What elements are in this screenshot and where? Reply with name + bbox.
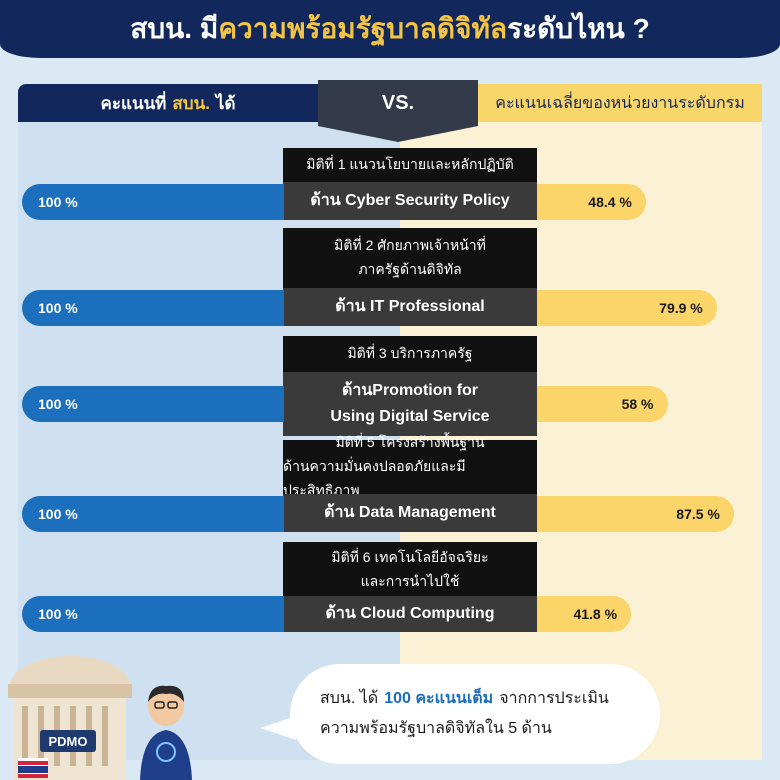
vs-badge: VS. — [318, 80, 478, 126]
pdmo-plate: PDMO — [40, 730, 96, 752]
dimension-label-line: มิติที่ 1 แนวนโยบายและหลักปฏิบัติ — [306, 156, 514, 173]
summary-prefix: สบน. ได้ — [320, 689, 379, 707]
pdmo-building-illustration — [0, 648, 150, 780]
title-suffix: ระดับไหน ? — [507, 13, 650, 44]
dimension-label: มิติที่ 5 โครงสร้างพื้นฐานด้านความมั่นคง… — [283, 434, 537, 498]
left-column-header: คะแนนที่ สบน. ได้ — [18, 84, 318, 122]
dimension-label: มิติที่ 3 บริการภาครัฐ — [283, 336, 537, 372]
summary-line-2: ความพร้อมรัฐบาลดิจิทัลใน 5 ด้าน — [320, 720, 552, 737]
right-column-header: คะแนนเฉลี่ยของหน่วยงานระดับกรม — [478, 84, 762, 122]
summary-highlight: 100 คะแนนเต็ม — [384, 689, 494, 707]
pdmo-score-bar: 100 % — [22, 290, 284, 326]
average-score-bar: 79.9 % — [537, 290, 717, 326]
average-score-bar: 41.8 % — [537, 596, 632, 632]
category-label: ด้านPromotion for Using Digital Service — [283, 372, 537, 436]
average-score-bar: 87.5 % — [537, 496, 734, 532]
page-title: สบน. มี ความพร้อมรัฐบาลดิจิทัล ระดับไหน … — [0, 0, 780, 58]
category-label: ด้าน Data Management — [283, 494, 537, 532]
dimension-label: มิติที่ 2 ศักยภาพเจ้าหน้าที่ภาครัฐด้านดิ… — [283, 228, 537, 288]
left-header-highlight: สบน. — [172, 93, 210, 113]
summary-speech-bubble: สบน. ได้ 100 คะแนนเต็ม จากการประเมิน ความพ… — [290, 664, 660, 764]
left-header-prefix: คะแนนที่ — [100, 93, 167, 113]
dimension-label-line: ภาครัฐด้านดิจิทัล — [358, 261, 462, 277]
average-score-bar: 58 % — [537, 386, 668, 422]
dimension-label-line: มิติที่ 3 บริการภาครัฐ — [347, 345, 473, 362]
summary-line-1: สบน. ได้ 100 คะแนนเต็ม จากการประเมิน — [320, 684, 660, 714]
dimension-label-line: มิติที่ 5 โครงสร้างพื้นฐาน — [335, 434, 485, 451]
summary-suffix: จากการประเมิน — [499, 689, 609, 707]
category-label: ด้าน Cyber Security Policy — [283, 182, 537, 220]
dimension-label-line: ด้านความมั่นคงปลอดภัยและมีประสิทธิภาพ — [283, 458, 466, 498]
average-score-bar: 48.4 % — [537, 184, 646, 220]
title-highlight: ความพร้อมรัฐบาลดิจิทัล — [218, 13, 508, 44]
title-prefix: สบน. มี — [130, 13, 219, 44]
pdmo-score-bar: 100 % — [22, 184, 284, 220]
vs-arrow — [318, 126, 478, 142]
mascot-person-illustration — [132, 680, 200, 780]
dimension-label-line: และการนำไปใช้ — [360, 573, 460, 589]
dimension-label: มิติที่ 1 แนวนโยบายและหลักปฏิบัติ — [283, 148, 537, 182]
dimension-label-line: มิติที่ 2 ศักยภาพเจ้าหน้าที่ — [334, 237, 486, 254]
pdmo-score-bar: 100 % — [22, 496, 284, 532]
category-label: ด้าน IT Professional — [283, 288, 537, 326]
dimension-label-line: มิติที่ 6 เทคโนโลยีอัจฉริยะ — [331, 549, 489, 566]
dimension-label: มิติที่ 6 เทคโนโลยีอัจฉริยะและการนำไปใช้ — [283, 542, 537, 598]
left-header-suffix: ได้ — [215, 93, 236, 113]
pdmo-score-bar: 100 % — [22, 386, 284, 422]
category-label: ด้าน Cloud Computing — [283, 596, 537, 632]
pdmo-score-bar: 100 % — [22, 596, 284, 632]
